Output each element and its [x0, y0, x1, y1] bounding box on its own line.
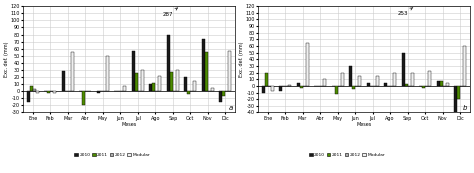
Bar	[422, 86, 425, 88]
Bar	[393, 73, 396, 86]
Bar	[202, 39, 205, 91]
Bar	[405, 84, 408, 86]
Bar	[176, 70, 179, 91]
Bar	[149, 84, 152, 91]
Bar	[402, 53, 405, 86]
Bar	[170, 72, 173, 91]
Bar	[187, 91, 190, 94]
Bar	[158, 76, 161, 91]
Bar	[262, 86, 264, 93]
Bar	[97, 91, 100, 93]
Bar	[341, 73, 344, 86]
Bar	[33, 89, 36, 91]
Bar	[271, 86, 273, 91]
Bar	[30, 86, 33, 91]
Bar	[152, 83, 155, 91]
Bar	[323, 79, 326, 86]
Bar	[437, 81, 440, 86]
Bar	[141, 70, 144, 91]
Bar	[27, 91, 30, 102]
Bar	[376, 76, 379, 86]
Legend: 2010, 2011, 2012, Modular: 2010, 2011, 2012, Modular	[309, 153, 385, 157]
Bar	[463, 46, 466, 86]
Bar	[457, 86, 460, 99]
Bar	[193, 81, 196, 91]
Bar	[446, 83, 449, 86]
Bar	[219, 91, 222, 102]
Bar	[167, 34, 170, 91]
Bar	[132, 51, 135, 91]
Bar	[211, 88, 214, 91]
Bar	[349, 66, 352, 86]
Bar	[47, 91, 50, 93]
Bar	[53, 91, 56, 93]
Bar	[335, 86, 337, 94]
Legend: 2010, 2011, 2012, Modular: 2010, 2011, 2012, Modular	[74, 153, 150, 157]
Bar	[410, 73, 414, 86]
Bar	[384, 83, 387, 86]
Bar	[454, 86, 457, 112]
Text: a: a	[228, 105, 233, 111]
Y-axis label: Exc. def. (mm): Exc. def. (mm)	[4, 42, 9, 77]
Bar	[82, 91, 85, 105]
Bar	[352, 86, 355, 89]
Bar	[135, 73, 138, 91]
Bar	[106, 56, 109, 91]
X-axis label: Meses: Meses	[121, 122, 137, 127]
Bar	[184, 77, 187, 91]
Y-axis label: Exc. def. (mm): Exc. def. (mm)	[239, 42, 244, 77]
Bar	[358, 76, 361, 86]
Text: b: b	[463, 105, 468, 111]
Text: 287: 287	[162, 8, 178, 17]
Bar	[228, 51, 231, 91]
Bar	[62, 71, 65, 91]
Bar	[279, 86, 282, 91]
Bar	[123, 86, 126, 91]
X-axis label: Meses: Meses	[356, 122, 372, 127]
Bar	[367, 83, 370, 86]
Bar	[205, 52, 208, 91]
Bar	[222, 91, 225, 96]
Bar	[300, 86, 303, 88]
Bar	[264, 73, 268, 86]
Bar	[297, 83, 300, 86]
Bar	[288, 85, 291, 86]
Bar	[428, 71, 431, 86]
Bar	[440, 81, 443, 86]
Bar	[36, 91, 39, 93]
Bar	[306, 43, 309, 86]
Bar	[71, 52, 74, 91]
Text: 253: 253	[397, 8, 413, 16]
